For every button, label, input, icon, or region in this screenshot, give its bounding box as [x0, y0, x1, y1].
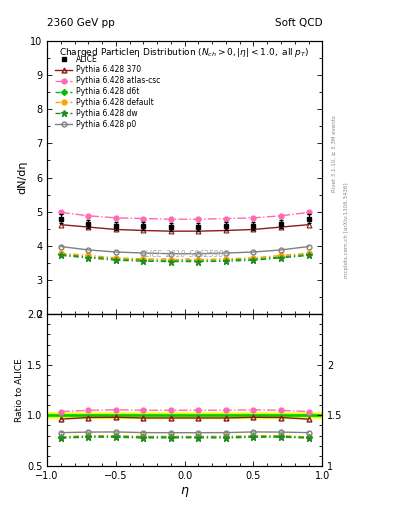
Text: mcplots.cern.ch [arXiv:1306.3436]: mcplots.cern.ch [arXiv:1306.3436]: [344, 183, 349, 278]
Text: Charged Particleη Distribution $(N_{ch} > 0, |\eta| < 1.0,$ all $p_T)$: Charged Particleη Distribution $(N_{ch} …: [59, 47, 310, 59]
Text: Rivet 3.1.10, ≥ 3.3M events: Rivet 3.1.10, ≥ 3.3M events: [332, 115, 337, 192]
Y-axis label: dN/dη: dN/dη: [17, 161, 27, 195]
Y-axis label: Ratio to ALICE: Ratio to ALICE: [15, 358, 24, 422]
Text: 2360 GeV pp: 2360 GeV pp: [47, 18, 115, 28]
Text: Soft QCD: Soft QCD: [275, 18, 322, 28]
Bar: [47, 414, 322, 416]
Legend: ALICE, Pythia 6.428 370, Pythia 6.428 atlas-csc, Pythia 6.428 d6t, Pythia 6.428 : ALICE, Pythia 6.428 370, Pythia 6.428 at…: [54, 53, 162, 131]
X-axis label: η: η: [181, 483, 189, 497]
Bar: [47, 412, 322, 418]
Text: ALICE_2010_S8625980: ALICE_2010_S8625980: [141, 249, 229, 259]
